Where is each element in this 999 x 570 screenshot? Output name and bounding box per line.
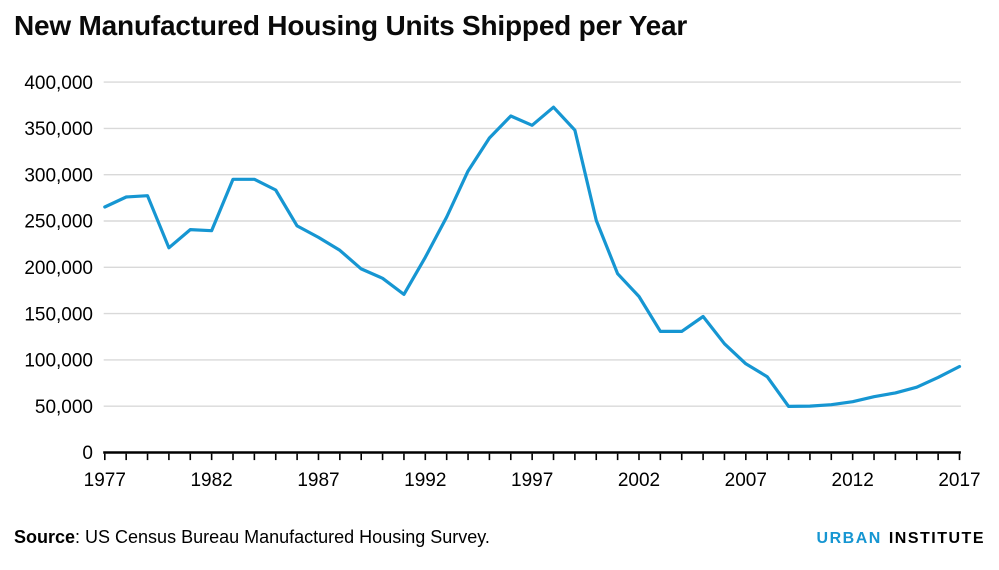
y-tick-label: 200,000	[24, 258, 93, 279]
x-tick-label: 2002	[618, 470, 660, 491]
source-label: Source	[14, 527, 76, 547]
y-tick-label: 300,000	[24, 165, 93, 186]
y-tick-label: 0	[82, 443, 93, 464]
data-series-line	[103, 105, 962, 408]
chart-title: New Manufactured Housing Units Shipped p…	[14, 10, 688, 41]
urban-institute-logo: URBAN INSTITUTE	[817, 530, 985, 548]
y-tick-label: 50,000	[35, 397, 93, 418]
x-axis-labels: 1977 1982 1987 1992 1997 2002 2007 2012 2017	[84, 470, 981, 491]
x-tick-label: 1982	[190, 470, 232, 491]
x-tick-label: 1992	[404, 470, 446, 491]
x-tick-label: 2007	[725, 470, 767, 491]
y-tick-label: 400,000	[24, 73, 93, 94]
chart-footer: Source: US Census Bureau Manufactured Ho…	[14, 527, 985, 553]
logo-word-institute: INSTITUTE	[888, 530, 985, 547]
y-tick-label: 100,000	[24, 351, 93, 372]
x-tick-label: 1987	[297, 470, 339, 491]
logo-word-urban: URBAN	[816, 530, 882, 547]
source-text: : US Census Bureau Manufactured Housing …	[75, 527, 490, 547]
x-tick-label: 1977	[84, 470, 126, 491]
gridlines	[103, 81, 961, 407]
x-axis-ticks	[104, 453, 961, 461]
line-chart: 0 50,000 100,000 150,000 200,000 250,000 300,0…	[24, 73, 981, 491]
y-tick-label: 350,000	[24, 119, 93, 140]
x-tick-label: 1997	[511, 470, 553, 491]
y-axis-labels: 0 50,000 100,000 150,000 200,000 250,000 300,0…	[24, 73, 93, 464]
x-tick-label: 2012	[832, 470, 874, 491]
source-note: Source: US Census Bureau Manufactured Ho…	[14, 527, 490, 548]
y-tick-label: 250,000	[24, 212, 93, 233]
x-tick-label: 2017	[938, 470, 980, 491]
y-tick-label: 150,000	[24, 304, 93, 325]
